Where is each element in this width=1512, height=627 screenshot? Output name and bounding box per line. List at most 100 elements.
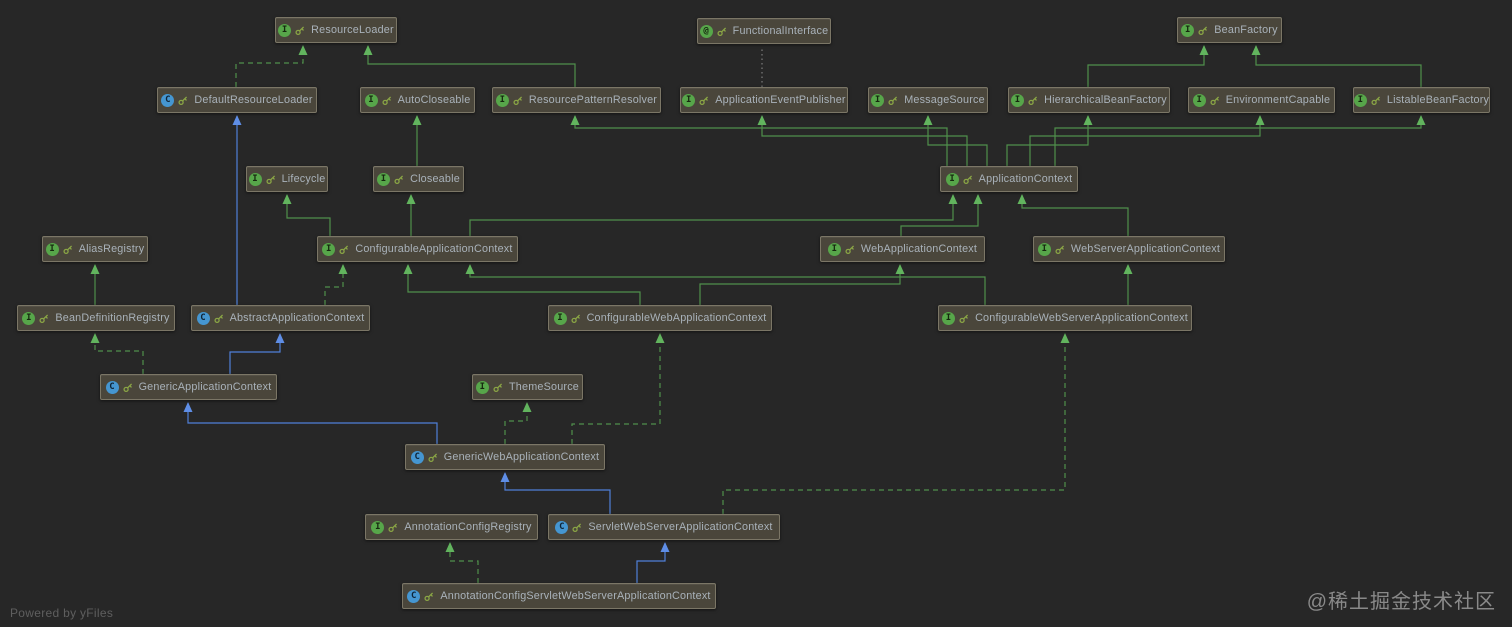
node-ThemeSource[interactable]: I ThemeSource bbox=[472, 374, 583, 400]
edge-Closeable-to-AutoCloseable bbox=[412, 115, 422, 166]
edge-ApplicationContext-to-MessageSource bbox=[923, 115, 988, 166]
arrowhead-icon bbox=[1017, 194, 1027, 204]
key-icon bbox=[266, 174, 275, 184]
node-GenericApplicationContext[interactable]: C GenericApplicationContext bbox=[100, 374, 277, 400]
interface-icon: I bbox=[871, 93, 885, 107]
key-icon bbox=[1371, 95, 1380, 105]
class-name-label: EnvironmentCapable bbox=[1225, 94, 1331, 106]
node-AliasRegistry[interactable]: I AliasRegistry bbox=[42, 236, 148, 262]
edge-GenericWebApplicationContext-to-GenericApplicationContext bbox=[183, 402, 438, 444]
node-AnnotationConfigRegistry[interactable]: I AnnotationConfigRegistry bbox=[365, 514, 538, 540]
class-name-label: AnnotationConfigRegistry bbox=[404, 521, 532, 533]
node-HierarchicalBeanFactory[interactable]: I HierarchicalBeanFactory bbox=[1008, 87, 1170, 113]
class-name-label: ResourceLoader bbox=[311, 24, 394, 36]
interface-icon: I bbox=[248, 172, 262, 186]
node-Lifecycle[interactable]: I Lifecycle bbox=[246, 166, 328, 192]
edge-ResourcePatternResolver-to-ResourceLoader bbox=[363, 45, 576, 87]
key-icon bbox=[295, 25, 305, 35]
node-FunctionalInterface[interactable]: @ FunctionalInterface bbox=[697, 18, 831, 44]
class-name-label: ConfigurableApplicationContext bbox=[355, 243, 513, 255]
node-ConfigurableWebServerApplicationContext[interactable]: I ConfigurableWebServerApplicationContext bbox=[938, 305, 1192, 331]
key-icon bbox=[699, 95, 709, 105]
edge-AnnotationConfigServletWebServerApplicationContext-to-AnnotationConfigRegistry bbox=[445, 542, 479, 583]
class-icon: C bbox=[196, 311, 210, 325]
node-AnnotationConfigServletWebServerApplicationContext[interactable]: C AnnotationConfigServletWebServerApplica… bbox=[402, 583, 716, 609]
key-icon bbox=[1055, 244, 1064, 254]
edge-AbstractApplicationContext-to-DefaultResourceLoader bbox=[232, 115, 242, 305]
arrowhead-icon bbox=[90, 264, 100, 274]
node-MessageSource[interactable]: I MessageSource bbox=[868, 87, 988, 113]
arrowhead-icon bbox=[282, 194, 292, 204]
node-EnvironmentCapable[interactable]: I EnvironmentCapable bbox=[1188, 87, 1335, 113]
interface-icon: I bbox=[377, 172, 391, 186]
key-icon bbox=[178, 95, 188, 105]
key-icon bbox=[63, 244, 72, 254]
class-icon: C bbox=[105, 380, 119, 394]
interface-icon: I bbox=[1192, 93, 1206, 107]
key-icon bbox=[513, 95, 522, 105]
node-ServletWebServerApplicationContext[interactable]: C ServletWebServerApplicationContext bbox=[548, 514, 780, 540]
interface-icon: I bbox=[1353, 93, 1367, 107]
node-ConfigurableWebApplicationContext[interactable]: I ConfigurableWebApplicationContext bbox=[548, 305, 772, 331]
class-name-label: HierarchicalBeanFactory bbox=[1044, 94, 1167, 106]
node-WebServerApplicationContext[interactable]: I WebServerApplicationContext bbox=[1033, 236, 1225, 262]
edge-ApplicationContext-to-HierarchicalBeanFactory bbox=[1006, 115, 1093, 166]
class-name-label: AutoCloseable bbox=[397, 94, 471, 106]
edge-ApplicationContext-to-ListableBeanFactory bbox=[1054, 115, 1426, 166]
interface-icon: I bbox=[22, 311, 36, 325]
node-AutoCloseable[interactable]: I AutoCloseable bbox=[360, 87, 475, 113]
annotation-icon: @ bbox=[699, 24, 713, 38]
class-name-label: GenericWebApplicationContext bbox=[443, 451, 600, 463]
node-DefaultResourceLoader[interactable]: C DefaultResourceLoader bbox=[157, 87, 317, 113]
edge-ConfigurableApplicationContext-to-Lifecycle bbox=[282, 194, 331, 236]
edge-GenericWebApplicationContext-to-ConfigurableWebApplicationContext bbox=[571, 333, 665, 444]
class-name-label: Lifecycle bbox=[281, 173, 326, 185]
node-GenericWebApplicationContext[interactable]: C GenericWebApplicationContext bbox=[405, 444, 605, 470]
key-icon bbox=[1028, 95, 1038, 105]
node-ListableBeanFactory[interactable]: I ListableBeanFactory bbox=[1353, 87, 1490, 113]
arrowhead-icon bbox=[1083, 115, 1093, 125]
node-AbstractApplicationContext[interactable]: C AbstractApplicationContext bbox=[191, 305, 370, 331]
node-WebApplicationContext[interactable]: I WebApplicationContext bbox=[820, 236, 985, 262]
interface-icon: I bbox=[371, 520, 385, 534]
key-icon bbox=[572, 522, 582, 532]
interface-icon: I bbox=[945, 172, 959, 186]
interface-icon: I bbox=[475, 380, 489, 394]
key-icon bbox=[424, 591, 434, 601]
edge-BeanDefinitionRegistry-to-AliasRegistry bbox=[90, 264, 100, 305]
arrowhead-icon bbox=[90, 333, 100, 343]
class-name-label: ConfigurableWebApplicationContext bbox=[586, 312, 767, 324]
node-BeanFactory[interactable]: I BeanFactory bbox=[1177, 17, 1282, 43]
edge-WebApplicationContext-to-ApplicationContext bbox=[900, 194, 983, 236]
key-icon bbox=[382, 95, 391, 105]
node-ResourcePatternResolver[interactable]: I ResourcePatternResolver bbox=[492, 87, 661, 113]
edge-GenericApplicationContext-to-AbstractApplicationContext bbox=[229, 333, 285, 374]
class-name-label: AnnotationConfigServletWebServerApplicat… bbox=[440, 590, 711, 602]
class-name-label: Closeable bbox=[410, 173, 460, 185]
class-name-label: WebServerApplicationContext bbox=[1070, 243, 1221, 255]
node-ApplicationEventPublisher[interactable]: I ApplicationEventPublisher bbox=[680, 87, 848, 113]
key-icon bbox=[717, 26, 726, 36]
node-ResourceLoader[interactable]: I ResourceLoader bbox=[275, 17, 397, 43]
class-name-label: ApplicationContext bbox=[978, 173, 1073, 185]
edge-ConfigurableWebApplicationContext-to-ConfigurableApplicationContext bbox=[403, 264, 641, 305]
key-icon bbox=[339, 244, 349, 254]
class-name-label: AbstractApplicationContext bbox=[229, 312, 365, 324]
key-icon bbox=[959, 313, 969, 323]
node-ApplicationContext[interactable]: I ApplicationContext bbox=[940, 166, 1078, 192]
node-BeanDefinitionRegistry[interactable]: I BeanDefinitionRegistry bbox=[17, 305, 175, 331]
node-ConfigurableApplicationContext[interactable]: I ConfigurableApplicationContext bbox=[317, 236, 518, 262]
key-icon bbox=[493, 382, 503, 392]
interface-icon: I bbox=[682, 93, 696, 107]
node-Closeable[interactable]: I Closeable bbox=[373, 166, 464, 192]
interface-icon: I bbox=[1037, 242, 1051, 256]
arrowhead-icon bbox=[522, 402, 532, 412]
interface-icon: I bbox=[553, 311, 567, 325]
key-icon bbox=[845, 244, 854, 254]
edge-ApplicationContext-to-ResourcePatternResolver bbox=[570, 115, 948, 166]
edge-ApplicationContext-to-EnvironmentCapable bbox=[1029, 115, 1265, 166]
class-name-label: GenericApplicationContext bbox=[138, 381, 272, 393]
